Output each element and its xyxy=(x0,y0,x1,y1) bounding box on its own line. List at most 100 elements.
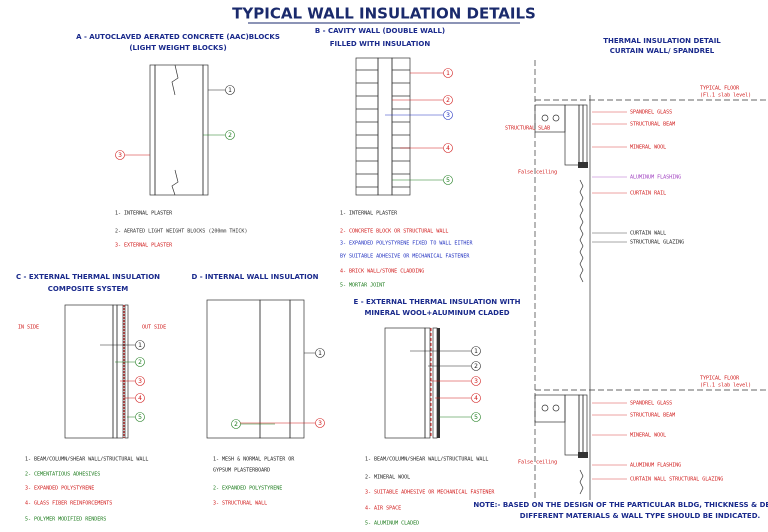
callout-number: 4 xyxy=(446,145,450,152)
callout-circle xyxy=(443,143,453,153)
legend-item: 5- POLYMER MODIFIED RENDERS xyxy=(25,517,106,523)
callout-number: 1 xyxy=(228,87,232,94)
callout-number: 5 xyxy=(138,414,142,421)
drawing-label: MINERAL WOOL xyxy=(630,145,666,151)
callout-number: 5 xyxy=(474,414,478,421)
section-heading: B - CAVITY WALL (DOUBLE WALL) xyxy=(315,27,445,35)
legend-item: 1- INTERNAL PLASTER xyxy=(115,211,173,217)
callout-circle xyxy=(443,68,453,78)
legend-item: 3- SUITABLE ADHESIVE OR MECHANICAL FASTE… xyxy=(365,490,495,496)
drawing-label: CURTAIN WALL xyxy=(630,231,666,237)
legend-item: 1- INTERNAL PLASTER xyxy=(340,211,398,217)
drawing-label: STRUCTURAL BEAM xyxy=(630,413,675,419)
note-line: NOTE:- BASED ON THE DESIGN OF THE PARTIC… xyxy=(473,501,768,509)
legend-item: 2- AERATED LIGHT WEIGHT BLOCKS (200mm TH… xyxy=(115,229,247,235)
drawing-label: (Fl.1 slab level) xyxy=(700,383,751,389)
callout-circle xyxy=(135,393,145,403)
drawing-label: CURTAIN WALL STRUCTURAL GLAZING xyxy=(630,477,723,483)
drawing-label: SPANDREL GLASS xyxy=(630,401,672,407)
drawing-label: TYPICAL FLOOR xyxy=(700,376,740,382)
callout-number: 1 xyxy=(474,348,478,355)
drawing-label: ALUMINUM FLASHING xyxy=(630,175,681,181)
callout-number: 3 xyxy=(446,112,450,119)
callout-circle xyxy=(225,85,235,95)
callout-circle xyxy=(471,346,481,356)
callout-circle xyxy=(443,110,453,120)
section-heading: (LIGHT WEIGHT BLOCKS) xyxy=(129,44,226,52)
callout-circle xyxy=(471,412,481,422)
callout-circle xyxy=(115,150,125,160)
section-heading: D - INTERNAL WALL INSULATION xyxy=(191,273,318,281)
legend-item: 2- EXPANDED POLYSTYRENE xyxy=(213,486,282,492)
section-heading: MINERAL WOOL+ALUMINUM CLADED xyxy=(364,309,509,317)
callout-circle xyxy=(471,376,481,386)
page-title: TYPICAL WALL INSULATION DETAILS xyxy=(232,5,536,23)
legend-item: GYPSUM PLASTERBOARD xyxy=(213,468,270,474)
callout-number: 1 xyxy=(138,342,142,349)
callout-circle xyxy=(443,175,453,185)
legend-item: 1- BEAM/COLUMN/SHEAR WALL/STRUCTURAL WAL… xyxy=(365,457,488,463)
callout-circle xyxy=(135,340,145,350)
callout-number: 4 xyxy=(138,395,142,402)
callout-number: 1 xyxy=(446,70,450,77)
callout-number: 4 xyxy=(474,395,478,402)
legend-item: 3- EXPANDED POLYSTYRENE FIXED TO WALL EI… xyxy=(340,241,473,247)
wall-a xyxy=(149,64,209,196)
wall-c xyxy=(64,304,129,439)
callout-number: 3 xyxy=(318,420,322,427)
note-line: DIFFERENT MATERIALS & WALL TYPE SHOULD B… xyxy=(520,512,760,520)
drawing-label: STRUCTURAL GLAZING xyxy=(630,240,684,246)
section-heading: E - EXTERNAL THERMAL INSULATION WITH xyxy=(353,298,520,306)
wall-d xyxy=(206,299,305,439)
drawing-label: STRUCTURAL SLAB xyxy=(505,126,550,132)
callout-number: 2 xyxy=(234,421,238,428)
callout-circle xyxy=(471,393,481,403)
drawing-label: MINERAL WOOL xyxy=(630,433,666,439)
legend-item: 2- CEMENTATIOUS ADHESIVES xyxy=(25,472,100,478)
legend-item: 2- MINERAL WOOL xyxy=(365,475,410,481)
legend-item: BY SUITABLE ADHESIVE OR MECHANICAL FASTE… xyxy=(340,254,470,260)
section-heading: C - EXTERNAL THERMAL INSULATION xyxy=(16,273,160,281)
callout-circle xyxy=(315,348,325,358)
drawing-label: ALUMINUM FLASHING xyxy=(630,463,681,469)
legend-item: 4- GLASS FIBER REINFORCEMENTS xyxy=(25,501,112,507)
callout-number: 1 xyxy=(318,350,322,357)
callout-circle xyxy=(231,419,241,429)
callout-number: 2 xyxy=(138,359,142,366)
section-heading: FILLED WITH INSULATION xyxy=(330,40,431,48)
legend-item: 1- BEAM/COLUMN/SHEAR WALL/STRUCTURAL WAL… xyxy=(25,457,148,463)
legend-item: 3- STRUCTURAL WALL xyxy=(213,501,267,507)
callout-circle xyxy=(315,418,325,428)
drawing-label: CURTAIN RAIL xyxy=(630,191,666,197)
curtain-wall-detail xyxy=(534,60,768,500)
callout-number: 2 xyxy=(474,363,478,370)
legend-item: 5- MORTAR JOINT xyxy=(340,283,385,289)
section-heading: THERMAL INSULATION DETAIL xyxy=(603,37,721,45)
wall-e xyxy=(384,327,440,439)
callout-number: 3 xyxy=(138,378,142,385)
callout-number: 5 xyxy=(446,177,450,184)
drawing-label: STRUCTURAL BEAM xyxy=(630,122,675,128)
drawing-label: (Fl.1 slab level) xyxy=(700,93,751,99)
legend-item: 1- MESH & NORMAL PLASTER OR xyxy=(213,457,295,463)
legend-item: 2- CONCRETE BLOCK OR STRUCTURAL WALL xyxy=(340,229,448,235)
callout-number: 2 xyxy=(228,132,232,139)
drawing-label: False ceiling xyxy=(518,460,557,466)
section-heading: A - AUTOCLAVED AERATED CONCRETE (AAC)BLO… xyxy=(76,33,280,41)
callout-circle xyxy=(443,95,453,105)
legend-item: 5- ALUMINUM CLADED xyxy=(365,521,419,527)
drawing-label: IN SIDE xyxy=(18,325,39,331)
drawing-label: TYPICAL FLOOR xyxy=(700,86,740,92)
wall-b xyxy=(355,57,411,196)
legend-item: 4- AIR SPACE xyxy=(365,506,401,512)
callout-circle xyxy=(135,357,145,367)
legend-item: 4- BRICK WALL/STONE CLADDING xyxy=(340,269,424,275)
callout-number: 3 xyxy=(474,378,478,385)
legend-item: 3- EXTERNAL PLASTER xyxy=(115,243,173,249)
callout-number: 3 xyxy=(118,152,122,159)
section-heading: COMPOSITE SYSTEM xyxy=(48,285,128,293)
callout-circle xyxy=(135,412,145,422)
callout-number: 2 xyxy=(446,97,450,104)
